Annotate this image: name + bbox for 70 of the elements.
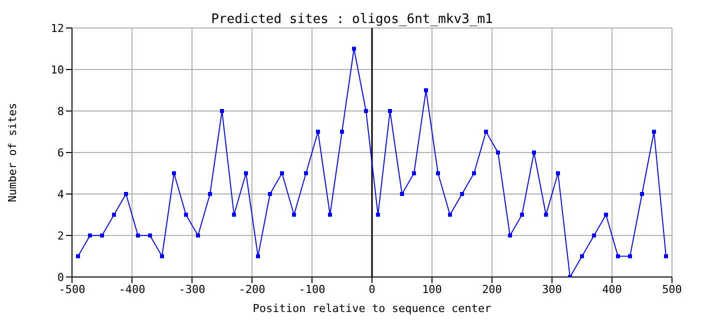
y-tick-label: 10 (50, 63, 64, 76)
point (148, 234, 152, 238)
point (244, 171, 248, 176)
x-tick-label: 500 (662, 282, 682, 296)
point (496, 150, 500, 154)
x-tick-label: 400 (602, 282, 622, 296)
y-axis-title: Number of sites (6, 102, 19, 202)
point (352, 46, 356, 51)
point (520, 212, 524, 217)
point (556, 171, 560, 176)
point (124, 192, 128, 196)
point (388, 109, 392, 113)
point (652, 130, 656, 134)
x-tick-label: 300 (542, 282, 562, 296)
point (592, 234, 596, 238)
point (220, 109, 224, 113)
point (628, 254, 632, 258)
point (136, 234, 140, 238)
point (112, 212, 116, 217)
point (172, 171, 176, 176)
x-tick-label: -500 (58, 282, 86, 296)
y-tick-label: 4 (57, 188, 64, 201)
point (532, 150, 536, 154)
x-tick-label: -200 (238, 282, 266, 296)
point (616, 254, 620, 258)
x-tick-label: -300 (178, 282, 206, 296)
point (328, 212, 332, 217)
point (544, 212, 548, 217)
point (340, 130, 344, 134)
point (160, 254, 164, 258)
point (364, 109, 368, 113)
y-tick-label: 12 (50, 22, 64, 35)
y-tick-label: 0 (57, 270, 64, 284)
y-tick-label: 2 (57, 229, 64, 242)
point (412, 171, 416, 176)
point (196, 234, 200, 238)
point (424, 88, 428, 92)
point (604, 212, 608, 217)
point (400, 192, 404, 196)
point (88, 234, 92, 238)
point (448, 212, 452, 217)
point (640, 192, 644, 196)
point (100, 234, 104, 238)
point (304, 171, 308, 176)
point (436, 171, 440, 176)
point (508, 234, 512, 238)
x-tick-label: -100 (298, 282, 326, 296)
point (664, 254, 668, 258)
y-tick-label: 8 (57, 104, 64, 118)
point (316, 130, 320, 134)
point (256, 254, 260, 258)
x-axis-title: Position relative to sequence center (252, 302, 492, 315)
y-tick-label: 6 (57, 146, 64, 160)
point (472, 171, 476, 176)
point (232, 212, 236, 217)
point (460, 192, 464, 196)
x-tick-label: 0 (368, 282, 376, 296)
x-tick-label: 100 (422, 282, 442, 296)
x-tick-label: 200 (482, 282, 502, 296)
point (208, 192, 212, 196)
point (376, 212, 380, 217)
point (268, 192, 272, 196)
point (580, 254, 584, 258)
point (76, 254, 80, 258)
chart-title: Predicted sites : oligos_6nt_mkv3_m1 (211, 12, 493, 27)
point (280, 171, 284, 176)
x-tick-label: -400 (118, 282, 146, 296)
point (484, 130, 488, 134)
point (184, 212, 188, 217)
point (292, 212, 296, 217)
